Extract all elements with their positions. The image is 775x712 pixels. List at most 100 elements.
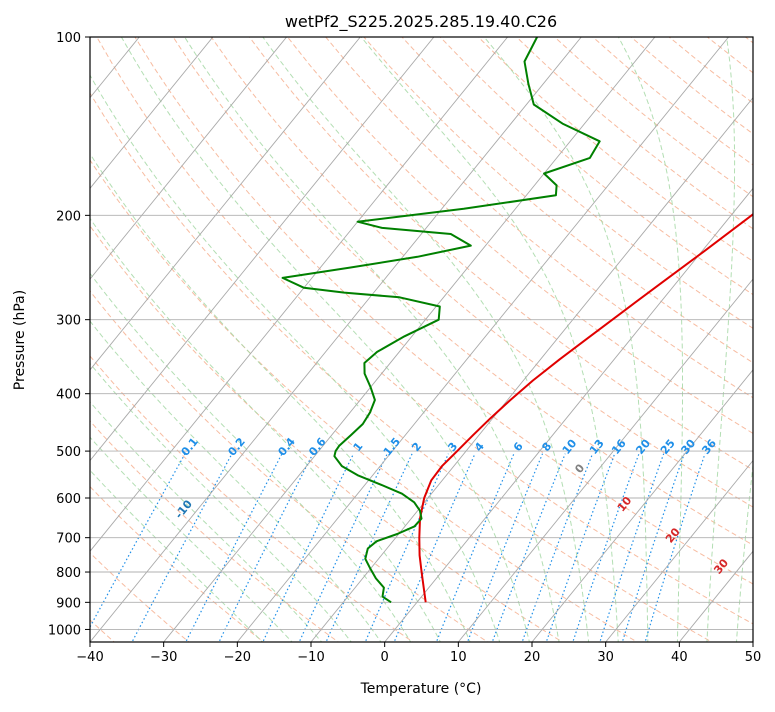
dry-adiabat-line — [440, 37, 775, 644]
dry-adiabat-line — [478, 37, 775, 644]
x-tick-label: 50 — [745, 650, 762, 665]
mixing-ratio-line — [436, 454, 514, 645]
moist-adiabat-label: 40 — [763, 584, 775, 604]
dry-adiabat-line — [402, 37, 775, 644]
moist-adiabat-line — [736, 37, 775, 644]
mixing-ratio-line — [572, 454, 639, 645]
mixing-ratio-label: 25 — [658, 437, 678, 457]
dry-adiabat-line — [593, 37, 775, 644]
x-tick-label: 30 — [597, 650, 614, 665]
moist-adiabat-line — [0, 37, 383, 644]
mixing-ratio-label: 0.2 — [225, 435, 247, 458]
isotherms — [0, 37, 775, 642]
mixing-ratio-label: 10 — [560, 437, 580, 457]
mixing-ratio-label: 0.4 — [275, 435, 298, 459]
dry-adiabat-line — [0, 37, 192, 644]
moist-adiabat-label: 0 — [572, 461, 587, 475]
y-tick-label: 400 — [56, 388, 81, 403]
dry-adiabat-line — [59, 37, 717, 644]
dry-adiabat-line — [135, 37, 775, 644]
isotherm-line — [532, 37, 775, 642]
y-tick-label: 100 — [56, 31, 81, 46]
isotherm-line — [0, 37, 213, 642]
mixing-ratio-label: 30 — [679, 437, 699, 457]
mixing-ratio-label: 4 — [472, 440, 487, 454]
isotherm-line — [237, 37, 728, 642]
isotherm-line — [311, 37, 775, 642]
moist-adiabat-line — [0, 37, 294, 644]
y-tick-label: 600 — [56, 492, 81, 507]
moist-adiabat-line — [185, 37, 560, 644]
moist-adiabat-line — [361, 37, 618, 644]
isotherm-line — [0, 37, 287, 642]
y-axis-label: Pressure (hPa) — [12, 290, 28, 390]
dry-adiabat-line — [326, 37, 775, 644]
mixing-ratio-label: 3 — [445, 440, 460, 454]
moist-adiabat-line — [707, 37, 735, 644]
y-tick-label: 1000 — [48, 623, 81, 638]
x-tick-label: 0 — [381, 650, 389, 665]
moist-adiabat-line — [0, 37, 442, 644]
mixing-ratio-line — [467, 454, 543, 645]
dry-adiabat-line — [0, 37, 267, 644]
isotherm-line — [90, 37, 581, 642]
dry-adiabat-line — [669, 37, 775, 644]
moist-adiabat-line — [263, 37, 589, 644]
theta-label: -10 — [172, 497, 195, 521]
moist-adiabat-label: 30 — [711, 556, 731, 576]
y-tick-label: 700 — [56, 532, 81, 547]
moist-adiabat-line — [70, 37, 501, 644]
moist-adiabat-line — [484, 37, 648, 644]
x-tick-label: −40 — [76, 650, 103, 665]
y-tick-label: 800 — [56, 566, 81, 581]
mixing-ratio-line — [644, 454, 705, 645]
dry-adiabat-line — [249, 37, 775, 644]
moist-adiabat-line — [0, 37, 412, 644]
mixing-ratio-line — [81, 454, 186, 645]
mixing-ratio-label: 6 — [511, 440, 526, 454]
mixing-ratio-lines — [81, 454, 706, 645]
x-axis-label: Temperature (°C) — [360, 681, 482, 697]
dry-adiabat-line — [97, 37, 775, 644]
isotherm-line — [0, 37, 66, 642]
dry-adiabat-line — [745, 37, 775, 644]
moist-adiabat-line — [121, 37, 530, 644]
plot-frame — [90, 37, 753, 642]
moist-adiabat-line — [26, 37, 471, 644]
y-tick-label: 300 — [56, 314, 81, 329]
x-tick-label: 10 — [450, 650, 467, 665]
dry-adiabat-line — [364, 37, 775, 644]
mixing-ratio-label: 13 — [587, 437, 607, 457]
x-tick-label: 20 — [524, 650, 541, 665]
mixing-ratio-label: 0.6 — [306, 435, 329, 459]
dry-adiabat-line — [288, 37, 775, 644]
moist-adiabats — [0, 37, 775, 644]
y-tick-label: 900 — [56, 596, 81, 611]
y-tick-label: 200 — [56, 209, 81, 224]
x-tick-label: −20 — [224, 650, 251, 665]
mixing-ratio-line — [491, 454, 565, 645]
mixing-ratio-line — [262, 454, 354, 645]
isotherm-line — [753, 37, 775, 642]
moist-adiabat-line — [618, 37, 682, 644]
dry-adiabat-line — [173, 37, 775, 644]
x-tick-label: 40 — [671, 650, 688, 665]
mixing-ratio-label: 2 — [409, 440, 424, 454]
mixing-ratio-label: 20 — [633, 437, 653, 457]
dry-adiabat-line — [0, 37, 417, 644]
mixing-ratio-label: 1.5 — [381, 435, 403, 458]
mixing-ratio-label: 36 — [699, 437, 719, 457]
mixing-ratio-line — [599, 454, 664, 645]
dry-adiabat-line — [0, 37, 566, 644]
x-tick-label: −10 — [297, 650, 324, 665]
dry-adiabat-line — [0, 37, 491, 644]
plot-area: -100-90-80-70-60-50-40-30-20-100.10.20.4… — [0, 37, 775, 644]
dry-adiabat-line — [707, 37, 775, 644]
moist-adiabat-line — [0, 37, 353, 644]
dry-adiabats — [0, 37, 775, 644]
mixing-ratio-label: 16 — [609, 437, 629, 457]
